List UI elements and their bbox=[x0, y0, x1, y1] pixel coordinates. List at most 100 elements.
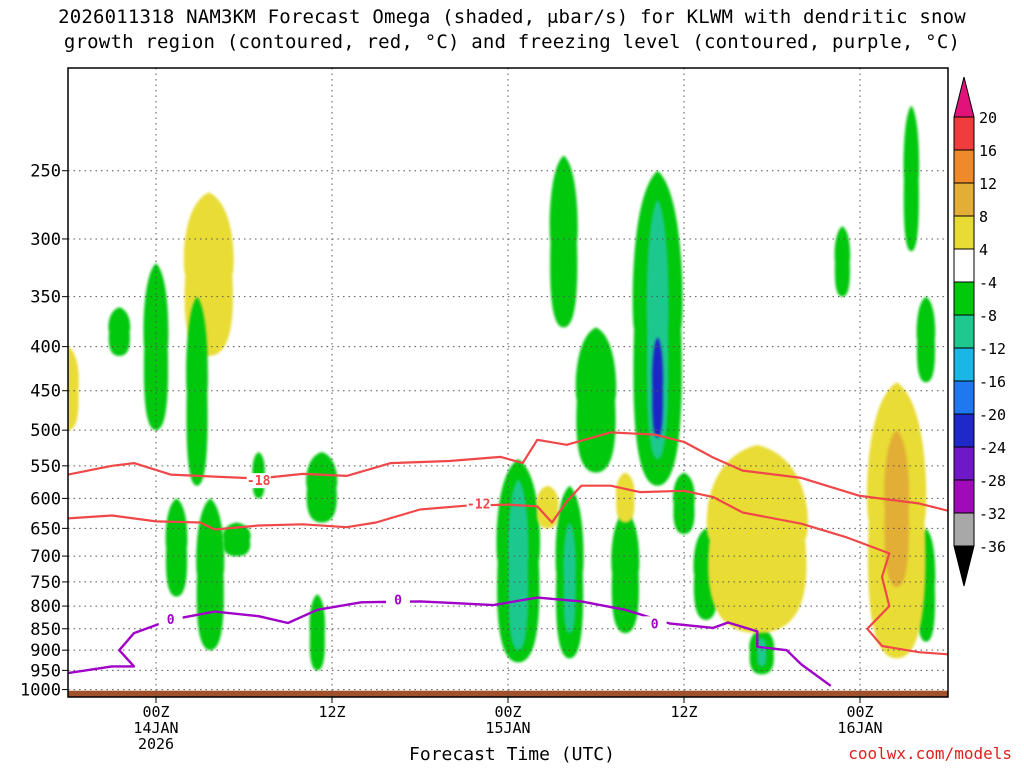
contour-label-text: 0 bbox=[394, 593, 402, 608]
colorbar-bin bbox=[953, 149, 975, 184]
colorbar-label: -16 bbox=[979, 373, 1006, 391]
y-axis-tick-label: 550 bbox=[30, 457, 61, 477]
omega-shaded-region bbox=[549, 155, 578, 328]
colorbar-label: 4 bbox=[979, 241, 988, 259]
colorbar-label: -8 bbox=[979, 307, 997, 325]
chart-title-line-1: 2026011318 NAM3KM Forecast Omega (shaded… bbox=[58, 6, 966, 28]
colorbar-bin bbox=[953, 116, 975, 151]
colorbar-bin bbox=[953, 281, 975, 316]
omega-shaded-region bbox=[536, 485, 559, 529]
omega-shaded-region bbox=[222, 522, 251, 557]
x-axis-tick-label: 12Z bbox=[318, 703, 345, 721]
colorbar-label: -36 bbox=[979, 538, 1006, 556]
colorbar-bin bbox=[953, 380, 975, 415]
colorbar-label: 20 bbox=[979, 109, 997, 127]
y-axis-tick-label: 250 bbox=[30, 162, 61, 182]
x-axis-tick-label: 15JAN bbox=[485, 719, 530, 737]
contour-label-text: -18 bbox=[247, 474, 271, 489]
omega-shaded-region bbox=[306, 451, 338, 523]
omega-shaded-region bbox=[706, 444, 808, 634]
colorbar-label: 8 bbox=[979, 208, 988, 226]
y-axis-tick-label: 700 bbox=[30, 547, 61, 567]
colorbar-bin bbox=[953, 314, 975, 349]
omega-shaded-region bbox=[575, 327, 617, 473]
omega-shaded-region bbox=[68, 346, 79, 431]
freezing-level-label: 0 bbox=[642, 616, 667, 632]
colorbar-bin bbox=[953, 248, 975, 283]
contour-label-text: 0 bbox=[167, 613, 175, 628]
freezing-level-contour bbox=[68, 596, 832, 687]
colorbar-top-arrow bbox=[953, 76, 975, 118]
y-axis-tick-label: 600 bbox=[30, 489, 61, 509]
colorbar-bin bbox=[953, 347, 975, 382]
y-axis-tick-label: 1000 bbox=[20, 681, 61, 701]
omega-shaded-region bbox=[884, 430, 910, 587]
omega-shaded-region bbox=[646, 199, 669, 459]
colorbar-bin bbox=[953, 215, 975, 250]
colorbar-label: -32 bbox=[979, 505, 1006, 523]
y-axis-tick-label: 450 bbox=[30, 382, 61, 402]
dendritic-isotherm-label: -18 bbox=[246, 473, 271, 489]
y-axis-tick-label: 500 bbox=[30, 421, 61, 441]
y-axis-tick-label: 750 bbox=[30, 573, 61, 593]
freezing-level-label: 0 bbox=[386, 592, 410, 608]
x-axis-tick-label: 12Z bbox=[670, 703, 697, 721]
terrain-surface bbox=[68, 690, 948, 697]
y-axis-tick-label: 800 bbox=[30, 597, 61, 617]
colorbar-label: 16 bbox=[979, 142, 997, 160]
y-axis-tick-label: 650 bbox=[30, 519, 61, 539]
colorbar-bin bbox=[953, 182, 975, 217]
x-axis-tick-label: 14JAN bbox=[133, 719, 178, 737]
y-axis-tick-label: 300 bbox=[30, 230, 61, 250]
y-axis-tick-label: 950 bbox=[30, 661, 61, 681]
colorbar-bin bbox=[953, 413, 975, 448]
contour-label-background bbox=[642, 616, 667, 632]
contour-label-text: -12 bbox=[467, 498, 490, 513]
omega-shaded-region bbox=[903, 105, 920, 252]
omega-shaded-region bbox=[186, 296, 208, 486]
x-axis-tick-label: 2026 bbox=[138, 735, 174, 753]
y-axis-tick-label: 900 bbox=[30, 641, 61, 661]
omega-shaded-region bbox=[757, 637, 767, 667]
colorbar-label: -4 bbox=[979, 274, 997, 292]
dendritic-isotherm bbox=[68, 484, 948, 656]
omega-shaded-region bbox=[108, 307, 131, 356]
colorbar-label: -28 bbox=[979, 472, 1006, 490]
contour-label-background bbox=[466, 496, 491, 512]
x-axis-label: Forecast Time (UTC) bbox=[409, 744, 615, 765]
colorbar-label: -24 bbox=[979, 439, 1006, 457]
dendritic-isotherm bbox=[68, 431, 948, 512]
freezing-level-label: 0 bbox=[158, 611, 183, 628]
contour-label-background bbox=[246, 473, 271, 489]
omega-shaded-region bbox=[309, 594, 326, 671]
x-axis-tick-label: 00Z bbox=[142, 703, 169, 721]
colorbar-bin bbox=[953, 446, 975, 481]
colorbar-bin bbox=[953, 479, 975, 514]
chart-title-line-2: growth region (contoured, red, °C) and f… bbox=[63, 31, 961, 53]
omega-shaded-region bbox=[611, 510, 640, 634]
dendritic-isotherm-label: -12 bbox=[466, 496, 491, 513]
colorbar-label: -12 bbox=[979, 340, 1006, 358]
y-axis-tick-label: 350 bbox=[30, 288, 61, 308]
colorbar-label: 12 bbox=[979, 175, 997, 193]
x-axis-tick-label: 00Z bbox=[846, 703, 873, 721]
omega-shaded-region bbox=[615, 472, 635, 523]
x-axis-tick-label: 00Z bbox=[494, 703, 521, 721]
x-axis-tick-label: 16JAN bbox=[837, 719, 882, 737]
colorbar-bottom-arrow bbox=[953, 545, 975, 587]
colorbar-label: -20 bbox=[979, 406, 1006, 424]
colorbar-bin bbox=[953, 512, 975, 547]
omega-shaded-region bbox=[196, 498, 225, 651]
contour-label-background bbox=[158, 611, 183, 627]
omega-shaded-region bbox=[508, 479, 529, 651]
omega-shaded-region bbox=[563, 522, 576, 634]
omega-shaded-region bbox=[834, 226, 851, 297]
contour-label-background bbox=[386, 592, 410, 608]
y-axis-tick-label: 850 bbox=[30, 620, 61, 640]
omega-shaded-region bbox=[916, 296, 936, 383]
contour-label-text: 0 bbox=[651, 617, 659, 632]
omega-shaded-region bbox=[652, 337, 664, 438]
source-credit: coolwx.com/models bbox=[848, 744, 1012, 763]
y-axis-tick-label: 400 bbox=[30, 338, 61, 358]
